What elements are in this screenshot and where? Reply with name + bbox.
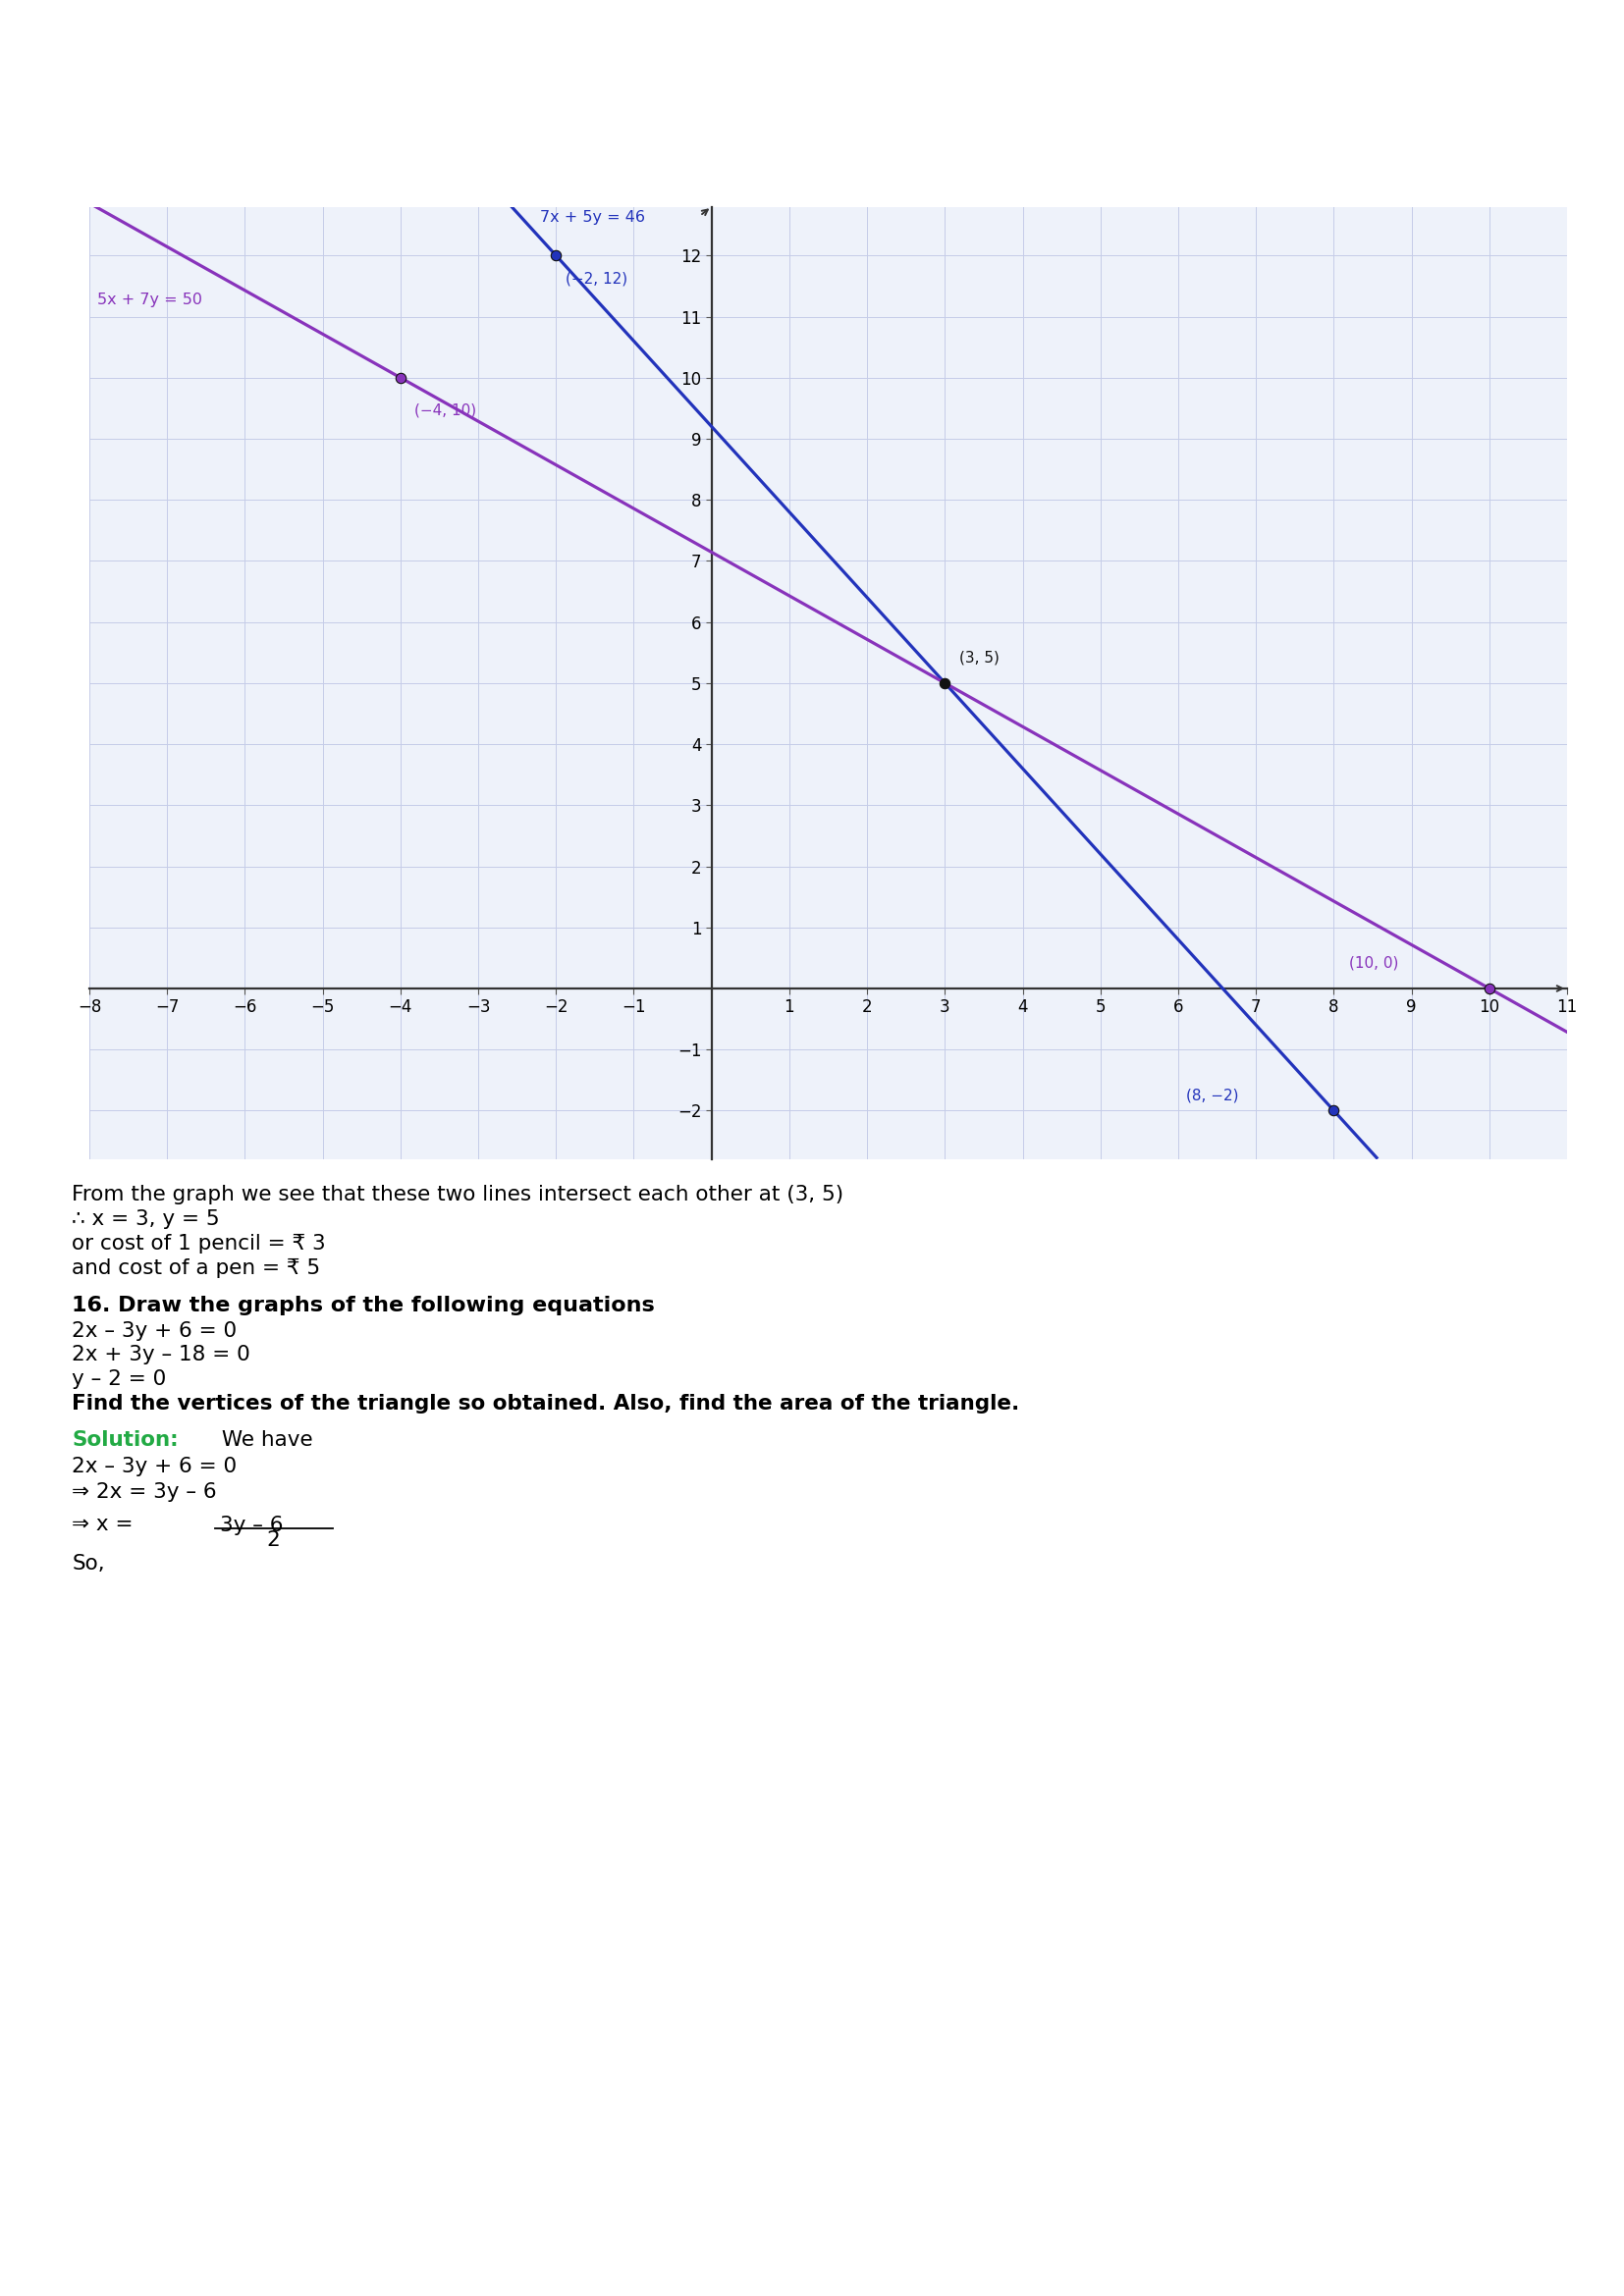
Text: 16. Draw the graphs of the following equations: 16. Draw the graphs of the following equ…: [71, 1295, 654, 1316]
Text: 3y – 6: 3y – 6: [219, 1515, 283, 1536]
Text: or cost of 1 pencil = ₹ 3: or cost of 1 pencil = ₹ 3: [71, 1233, 326, 1254]
Text: (−2, 12): (−2, 12): [565, 271, 627, 287]
Text: (8, −2): (8, −2): [1186, 1088, 1239, 1102]
Text: (10, 0): (10, 0): [1350, 955, 1398, 969]
Text: 7x + 5y = 46: 7x + 5y = 46: [541, 211, 645, 225]
Text: We have: We have: [216, 1430, 313, 1451]
Text: 5x + 7y = 50: 5x + 7y = 50: [97, 292, 201, 308]
Text: ⇒ x =: ⇒ x =: [71, 1515, 133, 1534]
Text: From the graph we see that these two lines intersect each other at (3, 5): From the graph we see that these two lin…: [71, 1185, 844, 1203]
Text: 2: 2: [266, 1531, 281, 1550]
Text: y – 2 = 0: y – 2 = 0: [71, 1368, 166, 1389]
Text: ∴ x = 3, y = 5: ∴ x = 3, y = 5: [71, 1210, 219, 1228]
Text: 2x – 3y + 6 = 0: 2x – 3y + 6 = 0: [71, 1322, 237, 1341]
Text: Maths – RD Sharma Solutions: Maths – RD Sharma Solutions: [586, 92, 1038, 119]
Text: ⇒ 2x = 3y – 6: ⇒ 2x = 3y – 6: [71, 1483, 218, 1502]
Text: Class - 10: Class - 10: [749, 39, 875, 64]
Text: and cost of a pen = ₹ 5: and cost of a pen = ₹ 5: [71, 1258, 320, 1279]
Text: Chapter 3: Pair of Linear Equations in Two Variables: Chapter 3: Pair of Linear Equations in T…: [432, 152, 1192, 177]
Text: Find the vertices of the triangle so obtained. Also, find the area of the triang: Find the vertices of the triangle so obt…: [71, 1394, 1020, 1414]
Text: 2x + 3y – 18 = 0: 2x + 3y – 18 = 0: [71, 1345, 250, 1364]
Text: So,: So,: [71, 1554, 106, 1573]
Text: Page 31 of 42: Page 31 of 42: [742, 2243, 882, 2262]
Text: 2x – 3y + 6 = 0: 2x – 3y + 6 = 0: [71, 1456, 237, 1476]
Text: (3, 5): (3, 5): [958, 650, 999, 664]
Text: (−4, 10): (−4, 10): [414, 402, 476, 418]
Text: Solution:: Solution:: [71, 1430, 179, 1451]
